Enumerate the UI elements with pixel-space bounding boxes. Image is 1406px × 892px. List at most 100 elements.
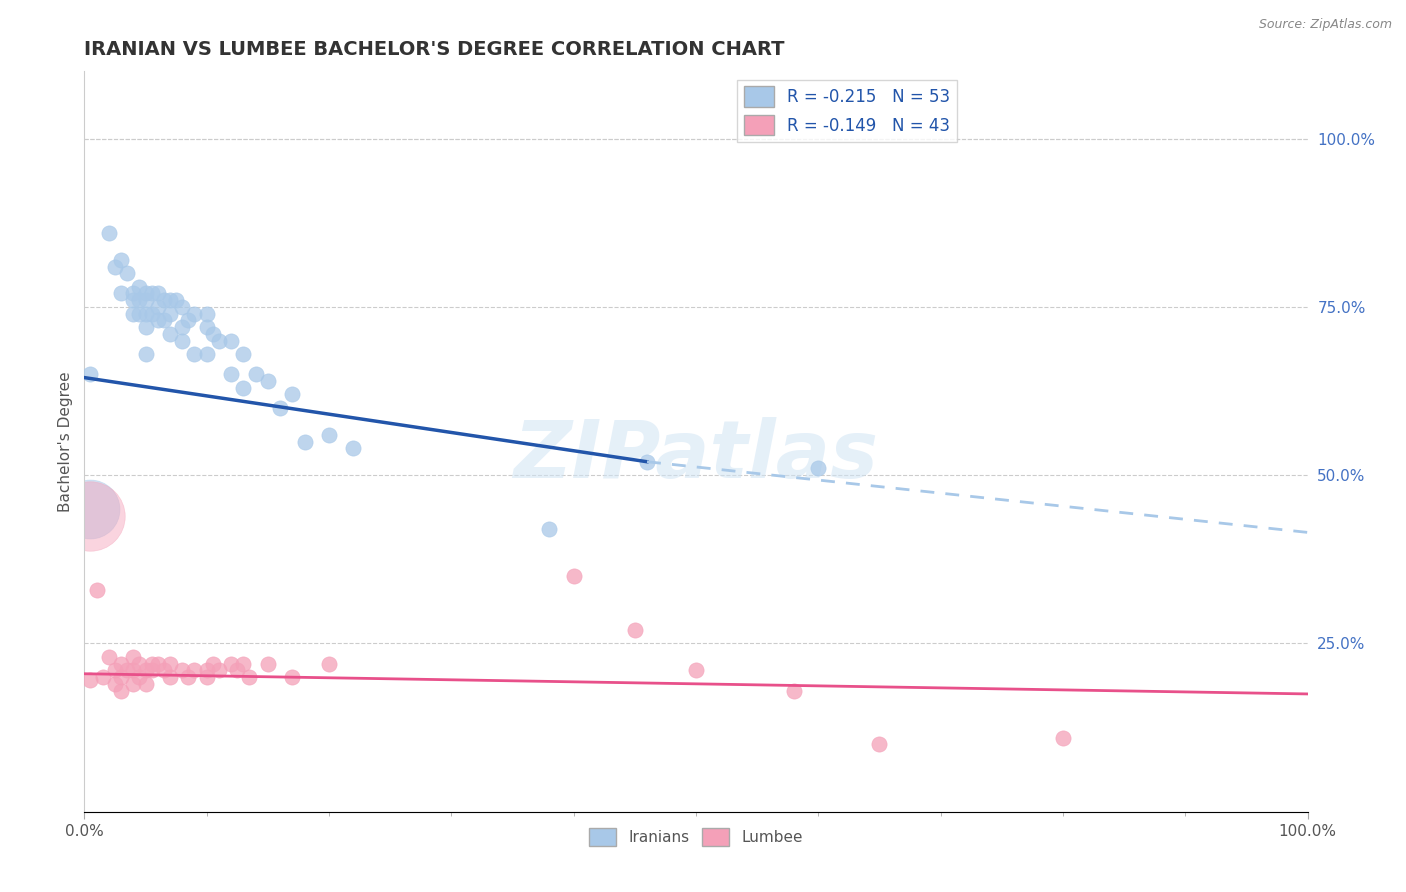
Point: [110, 683, 132, 698]
Point: [91, 670, 114, 684]
Point: [195, 347, 218, 361]
Point: [195, 320, 218, 334]
Point: [177, 670, 200, 684]
Point: [177, 313, 200, 327]
Point: [146, 313, 169, 327]
Point: [624, 623, 647, 637]
Point: [342, 442, 364, 456]
Point: [281, 387, 304, 401]
Point: [110, 252, 132, 267]
Point: [141, 664, 163, 678]
Point: [281, 670, 304, 684]
Point: [195, 664, 218, 678]
Point: [86, 582, 108, 597]
Point: [159, 657, 181, 671]
Point: [104, 260, 127, 274]
Point: [226, 664, 249, 678]
Point: [104, 664, 127, 678]
Point: [208, 334, 231, 348]
Point: [219, 368, 242, 382]
Point: [141, 657, 163, 671]
Point: [183, 347, 205, 361]
Point: [153, 313, 176, 327]
Point: [294, 434, 316, 449]
Point: [128, 657, 150, 671]
Text: ZIPatlas: ZIPatlas: [513, 417, 879, 495]
Point: [183, 307, 205, 321]
Point: [115, 664, 138, 678]
Point: [122, 649, 145, 664]
Point: [219, 657, 242, 671]
Point: [79, 673, 101, 688]
Point: [783, 683, 806, 698]
Point: [869, 738, 891, 752]
Point: [97, 649, 120, 664]
Point: [135, 677, 157, 691]
Point: [128, 307, 150, 321]
Point: [135, 347, 157, 361]
Point: [122, 307, 145, 321]
Point: [318, 657, 340, 671]
Point: [159, 326, 181, 341]
Text: IRANIAN VS LUMBEE BACHELOR'S DEGREE CORRELATION CHART: IRANIAN VS LUMBEE BACHELOR'S DEGREE CORR…: [84, 39, 785, 59]
Point: [201, 326, 224, 341]
Point: [135, 664, 157, 678]
Point: [219, 334, 242, 348]
Point: [146, 286, 169, 301]
Point: [159, 307, 181, 321]
Point: [110, 657, 132, 671]
Point: [146, 657, 169, 671]
Point: [208, 664, 231, 678]
Point: [128, 293, 150, 308]
Point: [195, 307, 218, 321]
Point: [159, 670, 181, 684]
Point: [257, 657, 280, 671]
Text: Source: ZipAtlas.com: Source: ZipAtlas.com: [1258, 18, 1392, 31]
Point: [159, 293, 181, 308]
Point: [318, 427, 340, 442]
Point: [238, 670, 260, 684]
Point: [79, 501, 101, 516]
Point: [104, 677, 127, 691]
Point: [232, 657, 254, 671]
Point: [79, 368, 101, 382]
Point: [269, 401, 291, 415]
Point: [122, 293, 145, 308]
Point: [110, 670, 132, 684]
Point: [146, 300, 169, 314]
Point: [122, 286, 145, 301]
Point: [257, 374, 280, 388]
Point: [172, 300, 194, 314]
Point: [141, 286, 163, 301]
Point: [685, 664, 707, 678]
Point: [135, 293, 157, 308]
Point: [128, 279, 150, 293]
Point: [245, 368, 267, 382]
Point: [1052, 731, 1074, 745]
Point: [201, 657, 224, 671]
Point: [807, 461, 830, 475]
Point: [135, 307, 157, 321]
Point: [97, 226, 120, 240]
Point: [172, 334, 194, 348]
Y-axis label: Bachelor's Degree: Bachelor's Degree: [58, 371, 73, 512]
Point: [110, 286, 132, 301]
Legend: Iranians, Lumbee: Iranians, Lumbee: [582, 822, 810, 852]
Point: [232, 381, 254, 395]
Point: [79, 508, 101, 523]
Point: [232, 347, 254, 361]
Point: [562, 569, 585, 583]
Point: [195, 670, 218, 684]
Point: [153, 293, 176, 308]
Point: [122, 677, 145, 691]
Point: [128, 670, 150, 684]
Point: [122, 664, 145, 678]
Point: [141, 307, 163, 321]
Point: [172, 664, 194, 678]
Point: [135, 320, 157, 334]
Point: [538, 522, 561, 536]
Point: [115, 266, 138, 280]
Point: [172, 320, 194, 334]
Point: [636, 455, 658, 469]
Point: [153, 664, 176, 678]
